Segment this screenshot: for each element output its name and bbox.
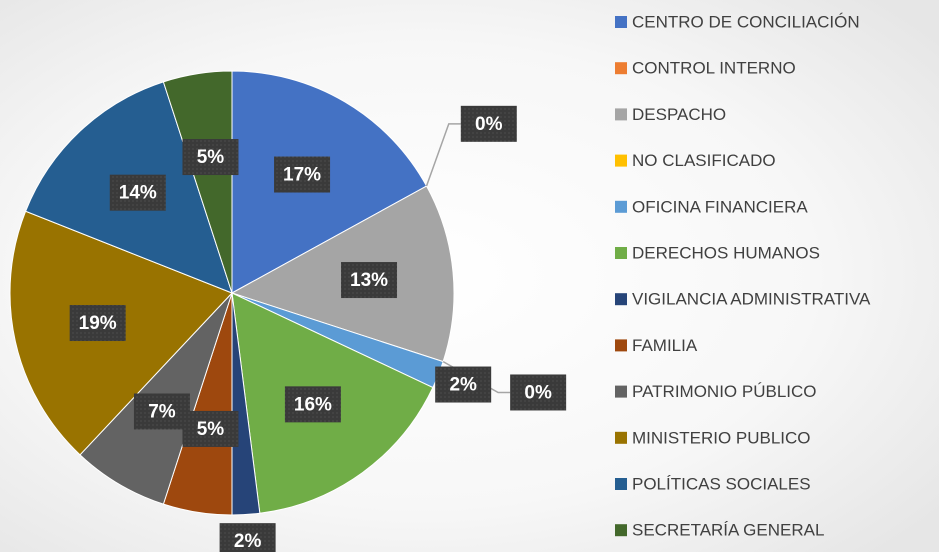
legend-swatch	[615, 524, 627, 537]
legend-swatch	[615, 200, 627, 213]
legend-swatch	[615, 62, 627, 75]
data-label: 19%	[79, 313, 117, 334]
legend-swatch	[615, 339, 627, 352]
legend-label: SECRETARÍA GENERAL	[632, 521, 824, 540]
legend-label: VIGILANCIA ADMINISTRATIVA	[632, 290, 871, 309]
legend-label: DESPACHO	[632, 105, 726, 124]
data-label: 5%	[197, 147, 225, 168]
data-label: 7%	[148, 401, 176, 422]
legend-swatch	[615, 108, 627, 121]
pie-slice	[162, 70, 233, 294]
legend-label: CONTROL INTERNO	[632, 59, 796, 78]
legend-label: MINISTERIO PUBLICO	[632, 428, 811, 447]
data-label-box	[182, 139, 239, 176]
data-label-box	[133, 393, 190, 430]
legend-swatch	[615, 154, 627, 167]
data-label-box	[69, 305, 126, 342]
data-label-box	[460, 105, 517, 142]
legend-swatch	[615, 16, 627, 28]
legend-swatch	[615, 431, 627, 444]
data-label: 0%	[524, 382, 552, 403]
data-label: 17%	[283, 165, 321, 186]
data-label: 2%	[449, 375, 477, 396]
legend-label: PATRIMONIO PÚBLICO	[632, 382, 817, 401]
data-label: 14%	[119, 183, 157, 204]
legend-swatch	[615, 247, 627, 259]
data-label: 16%	[294, 394, 332, 415]
data-label-box	[341, 262, 398, 299]
legend-label: FAMILIA	[632, 336, 698, 355]
data-label-box	[219, 523, 276, 552]
data-label: 5%	[197, 419, 225, 440]
data-label: 13%	[350, 270, 388, 291]
data-label-box	[274, 156, 331, 193]
data-label-box	[182, 410, 239, 447]
legend-swatch	[615, 293, 627, 306]
legend-label: DERECHOS HUMANOS	[632, 243, 820, 262]
data-label: 0%	[475, 114, 503, 135]
legend-swatch	[615, 478, 627, 490]
legend-label: NO CLASIFICADO	[632, 151, 776, 170]
data-label-box	[109, 174, 166, 211]
legend-label: OFICINA FINANCIERA	[632, 197, 808, 216]
legend-swatch	[615, 385, 627, 398]
legend-label: CENTRO DE CONCILIACIÓN	[632, 12, 860, 31]
data-label: 2%	[234, 531, 262, 552]
data-label-box	[510, 374, 567, 411]
leader-line	[425, 123, 461, 187]
legend-label: POLÍTICAS SOCIALES	[632, 474, 811, 493]
data-label-box	[284, 386, 341, 423]
data-label-box	[435, 366, 492, 403]
